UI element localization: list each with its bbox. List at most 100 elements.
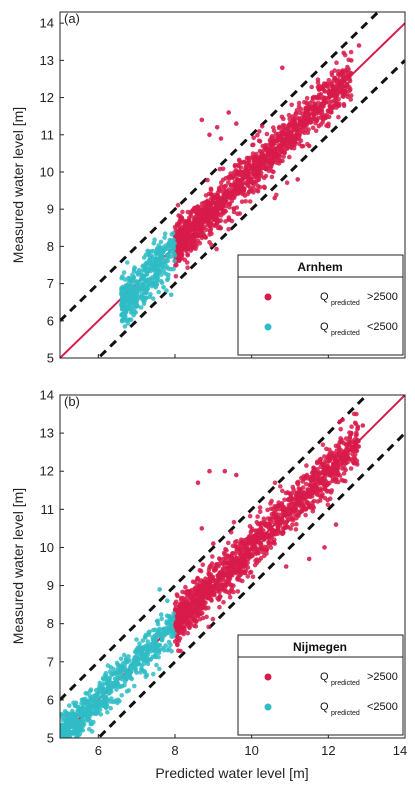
scatter-point-high [301,474,306,479]
scatter-point-high [195,575,200,581]
scatter-point-low [80,718,85,723]
scatter-point-high [260,532,266,537]
scatter-point-low [125,260,130,265]
scatter-point-low [145,639,150,644]
scatter-point-high [191,219,197,225]
scatter-point-low [125,321,131,326]
scatter-point-high [188,209,194,215]
scatter-point-high [293,527,299,532]
scatter-point-high [336,450,342,456]
scatter-point-low [63,751,68,756]
scatter-point-high [179,228,184,234]
scatter-point-high [261,528,266,533]
scatter-point-low [59,739,64,744]
x-tick-label: 8 [171,743,178,758]
scatter-point-high [290,522,295,528]
scatter-point-low [159,616,164,622]
scatter-point-high [200,610,205,616]
scatter-point-low [132,310,137,315]
scatter-point-high [251,135,256,141]
scatter-point-high [289,508,295,514]
scatter-point-high [194,599,200,604]
scatter-point-high [257,139,263,144]
scatter-points-b [59,411,366,756]
scatter-point-high [192,617,198,623]
scatter-point-high [240,191,245,197]
scatter-point-low [122,300,127,306]
scatter-point-low [92,699,98,704]
y-tick-label: 10 [40,540,54,555]
scatter-point-low [154,662,159,668]
scatter-point-high [265,150,270,155]
scatter-point-high [173,274,179,279]
scatter-point-low [157,259,163,264]
scatter-point-high [293,111,299,117]
scatter-point-high [257,505,263,510]
scatter-point-low [142,656,147,662]
dashed-bound-line [96,432,405,738]
scatter-point-high [290,117,296,123]
scatter-point-high [255,189,261,194]
scatter-point-high [272,541,278,546]
scatter-point-high [300,143,306,149]
scatter-point-high [187,218,192,223]
scatter-point-high [305,102,310,107]
scatter-point-high [267,142,272,147]
scatter-point-low [62,749,67,754]
scatter-point-high [280,123,286,128]
scatter-point-low [69,714,75,719]
scatter-point-outlier [310,95,316,100]
scatter-point-high [216,187,222,193]
scatter-point-high [203,203,208,209]
scatter-point-high [245,191,250,197]
scatter-point-high [200,615,206,621]
scatter-point-high [216,211,221,216]
scatter-point-high [250,574,256,579]
scatter-point-high [273,138,279,144]
scatter-point-low [146,249,151,254]
scatter-point-high [298,119,303,125]
scatter-point-high [337,439,343,445]
scatter-point-high [255,540,261,545]
scatter-point-high [282,497,287,503]
scatter-point-high [212,591,217,596]
scatter-point-high [333,443,339,449]
scatter-point-high [179,216,185,221]
scatter-point-high [226,540,231,546]
scatter-point-high [226,226,231,232]
y-tick-label: 14 [40,388,54,403]
scatter-point-low [99,703,105,709]
scatter-point-high [242,557,247,563]
scatter-point-low [71,740,76,745]
scatter-point-outlier [207,132,212,138]
scatter-point-high [327,94,332,99]
scatter-point-low [63,741,68,746]
scatter-point-high [195,613,200,618]
scatter-point-high [234,555,240,561]
scatter-point-high [334,60,339,65]
scatter-point-high [229,559,235,565]
scatter-point-high [345,91,350,97]
y-ticks-b: 5 6 7 8 9 10 11 12 13 14 [40,388,64,746]
scatter-point-low [61,745,66,750]
scatter-point-low [128,317,134,323]
scatter-point-high [259,124,265,129]
scatter-point-high [303,506,308,512]
scatter-point-high [203,199,209,205]
scatter-point-high [219,582,225,588]
scatter-point-high [282,136,287,142]
scatter-point-low [138,277,144,282]
scatter-point-low [140,282,145,287]
scatter-point-high [243,163,249,169]
scatter-point-low [111,699,116,705]
dashed-bound-line [60,395,369,701]
scatter-point-low [128,675,134,681]
scatter-point-low [91,719,96,725]
scatter-point-high [227,594,233,600]
scatter-point-high [328,89,334,95]
scatter-point-high [294,480,300,486]
scatter-point-high [217,224,222,230]
scatter-point-high [304,481,309,487]
scatter-point-high [347,78,353,84]
scatter-point-outlier [199,117,205,123]
